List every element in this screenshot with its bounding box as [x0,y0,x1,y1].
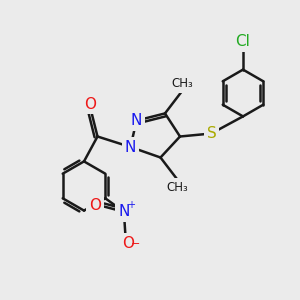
Text: CH₃: CH₃ [171,77,193,90]
Text: CH₃: CH₃ [167,181,188,194]
Text: N: N [125,140,136,154]
Text: +: + [128,200,135,210]
Text: N: N [118,204,130,219]
Text: Cl: Cl [236,34,250,49]
Text: N: N [131,113,142,128]
Text: −: − [131,238,141,249]
Text: S: S [207,126,216,141]
Text: O: O [122,236,134,251]
Text: O: O [89,198,101,213]
Text: O: O [84,97,96,112]
